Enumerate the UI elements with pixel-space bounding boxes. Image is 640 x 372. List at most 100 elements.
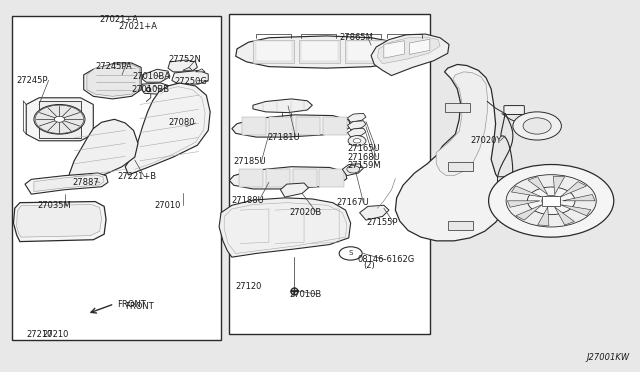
Polygon shape — [348, 113, 366, 122]
Polygon shape — [296, 117, 320, 135]
Polygon shape — [232, 115, 351, 137]
Polygon shape — [17, 205, 102, 237]
Text: 27245PA: 27245PA — [95, 62, 132, 71]
Polygon shape — [168, 60, 197, 72]
Polygon shape — [508, 201, 540, 207]
Polygon shape — [39, 101, 81, 138]
Circle shape — [542, 195, 561, 206]
Polygon shape — [554, 176, 564, 195]
Text: 27020Y: 27020Y — [470, 136, 502, 145]
Polygon shape — [143, 69, 170, 82]
Text: S: S — [348, 250, 353, 256]
Text: 27221+B: 27221+B — [118, 172, 157, 181]
Text: 27021+A: 27021+A — [100, 16, 139, 25]
Polygon shape — [301, 41, 338, 61]
Text: 27159M: 27159M — [348, 161, 381, 170]
Circle shape — [54, 116, 65, 122]
Text: 27035M: 27035M — [38, 201, 72, 210]
Text: 27010B: 27010B — [289, 290, 321, 299]
Polygon shape — [236, 36, 406, 68]
Polygon shape — [563, 195, 595, 201]
Text: 27752N: 27752N — [168, 55, 201, 64]
Polygon shape — [266, 169, 290, 187]
Polygon shape — [280, 183, 308, 197]
Circle shape — [353, 138, 361, 143]
Polygon shape — [292, 169, 317, 187]
Polygon shape — [84, 63, 141, 99]
Polygon shape — [125, 83, 210, 175]
Text: 27010: 27010 — [154, 201, 180, 210]
Circle shape — [347, 166, 360, 173]
Text: 27165U: 27165U — [348, 144, 380, 153]
Text: 27020B: 27020B — [289, 208, 321, 217]
Polygon shape — [384, 41, 404, 58]
Text: J27001KW: J27001KW — [587, 353, 630, 362]
Polygon shape — [360, 205, 389, 220]
FancyBboxPatch shape — [497, 177, 516, 184]
Polygon shape — [511, 186, 542, 197]
Polygon shape — [436, 72, 487, 176]
Circle shape — [488, 164, 614, 237]
Bar — [448, 221, 473, 231]
Text: 27021+A: 27021+A — [119, 22, 158, 31]
Text: 27210: 27210 — [26, 330, 52, 339]
Circle shape — [339, 247, 362, 260]
Text: FRONT: FRONT — [125, 302, 154, 311]
Text: 27168U: 27168U — [348, 153, 380, 161]
Polygon shape — [172, 70, 208, 84]
Circle shape — [34, 105, 85, 134]
Circle shape — [523, 118, 551, 134]
FancyBboxPatch shape — [520, 122, 538, 129]
Polygon shape — [348, 128, 366, 137]
Polygon shape — [195, 69, 205, 72]
Text: 27188U: 27188U — [232, 196, 264, 205]
Text: 27887: 27887 — [73, 178, 100, 187]
Polygon shape — [538, 207, 549, 225]
Polygon shape — [342, 164, 364, 176]
Polygon shape — [68, 119, 138, 187]
Polygon shape — [299, 39, 340, 63]
Polygon shape — [182, 67, 192, 70]
Text: 27185U: 27185U — [234, 157, 266, 166]
Polygon shape — [229, 167, 347, 189]
Polygon shape — [378, 37, 440, 64]
Text: 08146-6162G: 08146-6162G — [357, 255, 414, 264]
Polygon shape — [141, 83, 170, 94]
Text: 27080: 27080 — [169, 119, 195, 128]
Polygon shape — [34, 175, 104, 192]
Polygon shape — [242, 117, 266, 135]
Text: 27210: 27210 — [42, 330, 68, 339]
Text: 27167U: 27167U — [336, 198, 369, 207]
Polygon shape — [219, 198, 351, 257]
Bar — [448, 162, 473, 171]
Text: FRONT: FRONT — [117, 300, 146, 309]
Polygon shape — [319, 169, 344, 187]
Text: 27120: 27120 — [236, 282, 262, 291]
Polygon shape — [255, 41, 292, 61]
Circle shape — [506, 175, 596, 227]
Text: 27245P: 27245P — [17, 76, 48, 85]
Polygon shape — [560, 205, 591, 216]
Polygon shape — [87, 64, 140, 96]
Polygon shape — [348, 41, 384, 61]
Polygon shape — [253, 99, 312, 113]
Polygon shape — [410, 39, 430, 54]
FancyBboxPatch shape — [504, 106, 524, 115]
Polygon shape — [516, 205, 542, 220]
Bar — [445, 103, 470, 112]
Text: 27865M: 27865M — [339, 33, 373, 42]
Circle shape — [527, 187, 575, 215]
Polygon shape — [371, 34, 449, 76]
Polygon shape — [345, 39, 387, 63]
Polygon shape — [396, 64, 508, 241]
Polygon shape — [323, 117, 347, 135]
Polygon shape — [26, 98, 93, 141]
Polygon shape — [348, 121, 366, 130]
Text: (2): (2) — [364, 261, 375, 270]
Polygon shape — [253, 39, 294, 63]
Text: 27250G: 27250G — [174, 77, 207, 86]
Text: 27181U: 27181U — [268, 132, 300, 142]
Polygon shape — [25, 173, 108, 194]
Bar — [542, 196, 560, 206]
Polygon shape — [528, 177, 548, 195]
